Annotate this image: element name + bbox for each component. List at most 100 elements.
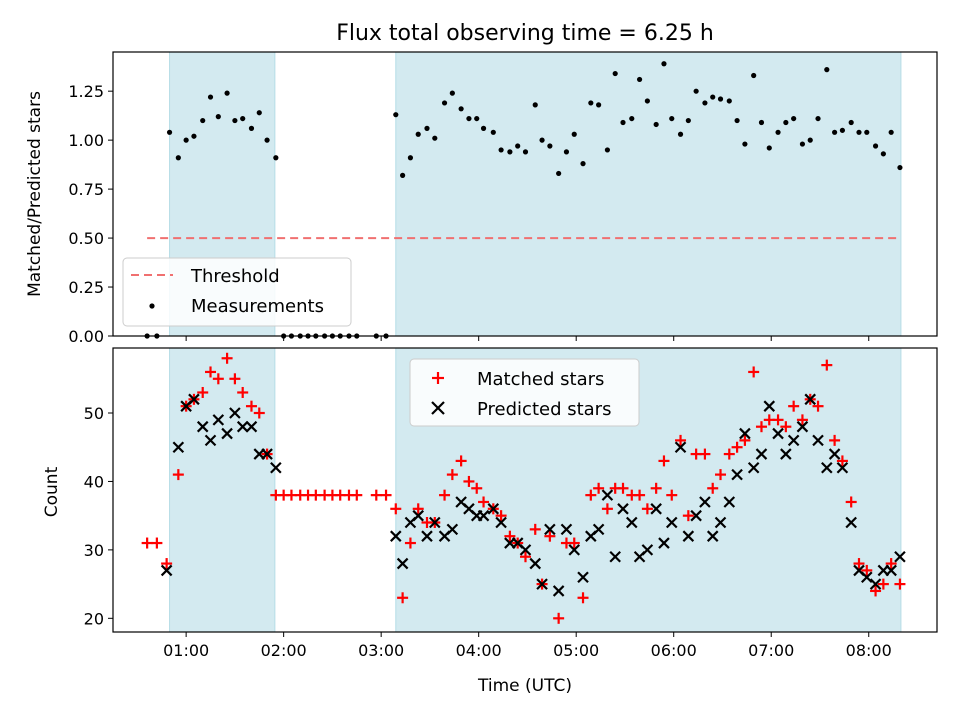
predicted-point-72 (861, 571, 873, 584)
predicted-point-50 (682, 530, 695, 542)
measurement-point-6 (200, 117, 206, 124)
measurement-point-34 (441, 100, 448, 106)
predicted-point-48 (665, 516, 678, 529)
measurement-point-39 (480, 125, 487, 131)
ratio-y-tick-label-5: 1.25 (68, 82, 104, 101)
measurement-point-50 (571, 131, 577, 137)
matched-point-61 (658, 455, 670, 467)
measurement-point-15 (273, 155, 279, 161)
predicted-point-0 (160, 564, 173, 577)
matched-point-80 (812, 400, 824, 412)
count-x-tick-label-2: 03:00 (358, 641, 404, 660)
predicted-point-54 (714, 516, 727, 529)
measurement-point-41 (498, 147, 504, 153)
predicted-point-58 (747, 461, 760, 474)
matched-point-78 (796, 414, 808, 426)
matched-point-45 (529, 523, 541, 535)
measurement-point-37 (466, 115, 472, 122)
measurement-point-48 (556, 170, 562, 177)
ratio-y-tick-label-4: 1.00 (68, 131, 104, 150)
count-x-tick-label-1: 02:00 (261, 641, 307, 660)
matched-point-60 (650, 482, 662, 494)
count-legend: Matched stars Predicted stars (409, 358, 640, 427)
measurement-point-49 (563, 149, 570, 155)
measurement-point-90 (897, 164, 903, 171)
matched-point-51 (577, 592, 589, 604)
predicted-point-56 (731, 468, 743, 481)
legend-predicted-swatch (431, 401, 445, 415)
ratio-y-tick-label-3: 0.75 (68, 180, 104, 199)
matched-point-82 (829, 434, 841, 446)
matched-point-64 (682, 510, 694, 522)
measurement-point-12 (248, 125, 255, 131)
count-y-axis-label: Count (42, 466, 62, 517)
matched-point-56 (617, 482, 629, 494)
matched-point-48 (553, 612, 565, 624)
measurement-point-89 (888, 129, 894, 135)
predicted-point-60 (763, 400, 776, 412)
predicted-point-66 (812, 434, 824, 447)
predicted-point-52 (699, 496, 711, 508)
measurement-point-29 (400, 172, 406, 178)
measurement-point-56 (620, 119, 626, 126)
chart-title: Flux total observing time = 6.25 h (336, 21, 714, 46)
matched-point-83 (836, 455, 848, 467)
legend-matched-label: Matched stars (477, 369, 604, 390)
measurement-point-51 (580, 161, 586, 167)
matched-point-63 (675, 434, 687, 446)
ratio-legend: Threshold Measurements (122, 257, 352, 327)
measurement-point-3 (175, 155, 181, 161)
predicted-point-45 (641, 544, 654, 556)
measurement-point-2 (166, 129, 173, 135)
measurement-point-33 (432, 135, 438, 141)
predicted-point-35 (560, 523, 573, 536)
matched-point-59 (641, 503, 653, 515)
predicted-point-55 (723, 496, 736, 508)
measurement-point-36 (458, 106, 464, 112)
predicted-point-8 (229, 407, 241, 419)
predicted-point-31 (529, 557, 542, 570)
legend-matched-swatch (432, 372, 444, 384)
measurement-point-52 (588, 100, 594, 106)
matched-point-81 (821, 359, 833, 371)
measurement-point-11 (240, 115, 246, 122)
predicted-point-69 (836, 461, 849, 474)
predicted-point-73 (869, 578, 882, 590)
predicted-point-62 (780, 448, 792, 460)
measurement-point-43 (515, 143, 521, 149)
count-axes-frame (112, 347, 938, 633)
matched-point-84 (845, 496, 857, 508)
predicted-point-3 (188, 393, 200, 406)
matched-point-70 (731, 441, 743, 453)
matched-point-52 (585, 489, 597, 501)
predicted-point-12 (261, 448, 273, 460)
matched-point-75 (772, 414, 784, 426)
predicted-point-5 (204, 434, 217, 447)
measurement-point-60 (653, 121, 659, 128)
measurement-point-66 (702, 100, 708, 106)
predicted-point-26 (487, 503, 500, 515)
measurement-point-46 (539, 137, 545, 143)
measurement-point-84 (848, 119, 854, 126)
predicted-point-32 (536, 578, 548, 590)
predicted-point-57 (739, 427, 751, 440)
predicted-point-1 (172, 441, 185, 454)
predicted-point-13 (270, 461, 282, 474)
predicted-point-10 (245, 420, 258, 433)
count-observing-span-0 (169, 348, 275, 632)
measurement-point-69 (726, 98, 732, 104)
measurement-point-28 (393, 112, 399, 118)
measurement-point-62 (669, 115, 675, 122)
count-y-tick-label-3: 50 (84, 404, 104, 423)
measurement-point-10 (232, 117, 238, 124)
matched-point-67 (707, 482, 719, 494)
ratio-y-tick-label-2: 0.50 (68, 229, 104, 248)
matched-point-38 (471, 482, 483, 494)
matched-point-76 (780, 421, 792, 433)
predicted-point-51 (690, 509, 702, 522)
matched-point-53 (593, 482, 605, 494)
measurement-point-72 (751, 72, 757, 79)
matched-point-41 (495, 510, 507, 522)
predicted-point-49 (674, 441, 687, 454)
matched-point-34 (439, 489, 451, 501)
